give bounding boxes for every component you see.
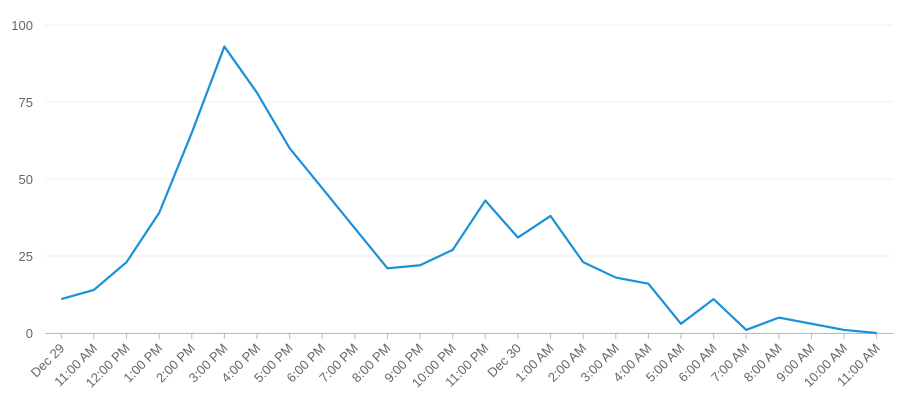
line [61,45,877,335]
y-tick-label: 50 [19,172,33,187]
y-tick-label: 0 [26,326,33,341]
y-tick-label: 25 [19,249,33,264]
y-tick-label: 100 [11,18,33,33]
y-tick-label: 75 [19,95,33,110]
